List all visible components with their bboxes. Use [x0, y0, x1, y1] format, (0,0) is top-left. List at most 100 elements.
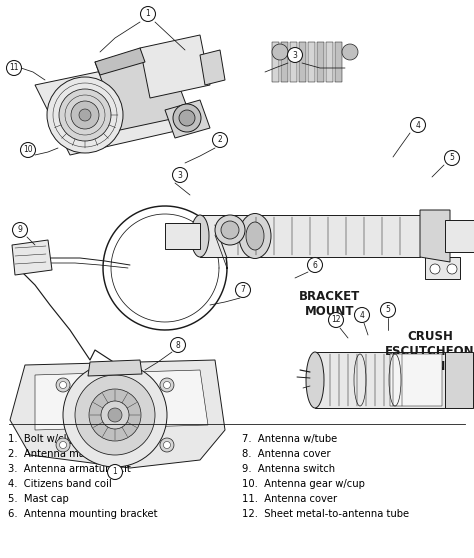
Circle shape: [160, 378, 174, 392]
Bar: [290, 42, 297, 82]
Circle shape: [79, 109, 91, 121]
Text: 2.  Antenna magnet kit: 2. Antenna magnet kit: [8, 449, 123, 459]
Circle shape: [308, 257, 322, 272]
Text: CRUSH
ESCUTCHEON
MOUNT: CRUSH ESCUTCHEON MOUNT: [385, 330, 474, 373]
Text: 2: 2: [218, 136, 222, 145]
Text: 4: 4: [416, 121, 420, 129]
Text: 6.  Antenna mounting bracket: 6. Antenna mounting bracket: [8, 509, 157, 519]
Text: 6: 6: [312, 261, 318, 270]
Polygon shape: [88, 360, 142, 376]
Polygon shape: [445, 220, 474, 252]
Circle shape: [75, 375, 155, 455]
Text: 7.  Antenna w/tube: 7. Antenna w/tube: [242, 434, 337, 444]
Circle shape: [445, 151, 459, 166]
Circle shape: [215, 215, 245, 245]
Text: 9.  Antenna switch: 9. Antenna switch: [242, 464, 335, 474]
Circle shape: [56, 438, 70, 452]
Bar: [299, 42, 306, 82]
Polygon shape: [445, 352, 473, 408]
Circle shape: [7, 60, 21, 75]
Text: 7: 7: [241, 286, 246, 295]
Polygon shape: [12, 240, 52, 275]
Circle shape: [447, 264, 457, 274]
Circle shape: [171, 338, 185, 353]
Bar: [200, 215, 420, 257]
Circle shape: [101, 401, 129, 429]
Polygon shape: [200, 50, 225, 85]
Ellipse shape: [191, 215, 209, 257]
Text: 12: 12: [331, 315, 341, 325]
Text: 3: 3: [292, 51, 298, 60]
Circle shape: [59, 89, 111, 141]
Circle shape: [20, 142, 36, 157]
Circle shape: [355, 307, 370, 323]
Circle shape: [381, 302, 395, 318]
Circle shape: [221, 221, 239, 239]
Bar: [315, 352, 445, 408]
Text: 11: 11: [9, 64, 19, 73]
Text: 4: 4: [360, 310, 365, 320]
Text: 5: 5: [449, 153, 455, 162]
Circle shape: [108, 464, 122, 479]
Text: 3.  Antenna armature kit: 3. Antenna armature kit: [8, 464, 131, 474]
Text: 3: 3: [178, 171, 182, 180]
Circle shape: [160, 438, 174, 452]
Text: 10.  Antenna gear w/cup: 10. Antenna gear w/cup: [242, 479, 365, 489]
Text: 1: 1: [146, 9, 150, 18]
Text: BRACKET
MOUNT: BRACKET MOUNT: [300, 290, 361, 318]
Ellipse shape: [239, 214, 271, 258]
Text: 9: 9: [18, 225, 22, 234]
Circle shape: [173, 167, 188, 182]
Circle shape: [108, 408, 122, 422]
Polygon shape: [10, 360, 225, 468]
Bar: [335, 42, 342, 82]
Circle shape: [173, 104, 201, 132]
Polygon shape: [95, 48, 190, 130]
Text: 11.  Antenna cover: 11. Antenna cover: [242, 494, 337, 504]
Bar: [281, 42, 288, 82]
Circle shape: [328, 312, 344, 328]
Polygon shape: [420, 210, 450, 262]
Polygon shape: [140, 35, 210, 98]
Circle shape: [47, 77, 123, 153]
Text: 5: 5: [385, 305, 391, 315]
Circle shape: [164, 441, 171, 449]
Text: 5.  Mast cap: 5. Mast cap: [8, 494, 69, 504]
Circle shape: [212, 132, 228, 147]
Text: 4.  Citizens band coil: 4. Citizens band coil: [8, 479, 112, 489]
Polygon shape: [35, 370, 208, 430]
Ellipse shape: [306, 352, 324, 408]
Circle shape: [89, 389, 141, 441]
Polygon shape: [425, 257, 460, 279]
Circle shape: [288, 47, 302, 62]
Text: 1: 1: [113, 468, 118, 477]
Polygon shape: [35, 62, 180, 155]
Text: 10: 10: [23, 146, 33, 155]
Circle shape: [164, 382, 171, 388]
Circle shape: [60, 382, 66, 388]
Circle shape: [342, 44, 358, 60]
Bar: [390, 354, 442, 406]
Circle shape: [272, 44, 288, 60]
Text: 8: 8: [176, 340, 181, 349]
Circle shape: [140, 7, 155, 22]
Text: 8.  Antenna cover: 8. Antenna cover: [242, 449, 331, 459]
Polygon shape: [95, 48, 145, 75]
Bar: [326, 42, 333, 82]
Circle shape: [60, 441, 66, 449]
Polygon shape: [165, 100, 210, 138]
Circle shape: [236, 282, 250, 297]
Circle shape: [12, 223, 27, 238]
Circle shape: [63, 363, 167, 467]
Text: 1.  Bolt w/clip antenna: 1. Bolt w/clip antenna: [8, 434, 120, 444]
Circle shape: [71, 101, 99, 129]
Ellipse shape: [246, 222, 264, 250]
Circle shape: [430, 264, 440, 274]
Circle shape: [410, 118, 426, 132]
Bar: [272, 42, 279, 82]
Circle shape: [179, 110, 195, 126]
Polygon shape: [165, 223, 200, 249]
Text: 12.  Sheet metal-to-antenna tube: 12. Sheet metal-to-antenna tube: [242, 509, 409, 519]
Bar: [308, 42, 315, 82]
Bar: [317, 42, 324, 82]
